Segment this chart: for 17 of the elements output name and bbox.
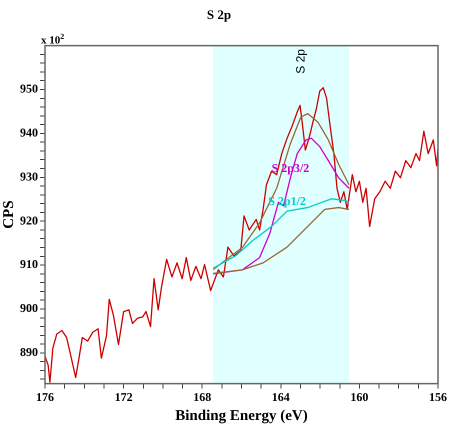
- y-axis-title: CPS: [0, 200, 17, 229]
- y-tick-label: 920: [20, 213, 38, 228]
- x-tick-label: 160: [350, 390, 368, 404]
- x-tick-label: 168: [193, 390, 212, 404]
- y-tick-label: 900: [20, 301, 38, 316]
- y-tick-label: 890: [20, 344, 38, 359]
- x-tick-label: 156: [429, 390, 447, 404]
- x-tick-label: 176: [36, 390, 54, 404]
- y-tick-label: 910: [20, 257, 38, 272]
- x-axis-title: Binding Energy (eV): [175, 408, 308, 424]
- y-tick-label: 940: [20, 125, 38, 140]
- chart-title: S 2p: [206, 7, 232, 22]
- y-tick-label: 930: [20, 169, 38, 184]
- x-tick-label: 172: [114, 390, 133, 404]
- x-tick-label: 164: [272, 390, 290, 404]
- y-tick-label: 950: [20, 82, 38, 96]
- annotation: S 2p: [294, 48, 308, 74]
